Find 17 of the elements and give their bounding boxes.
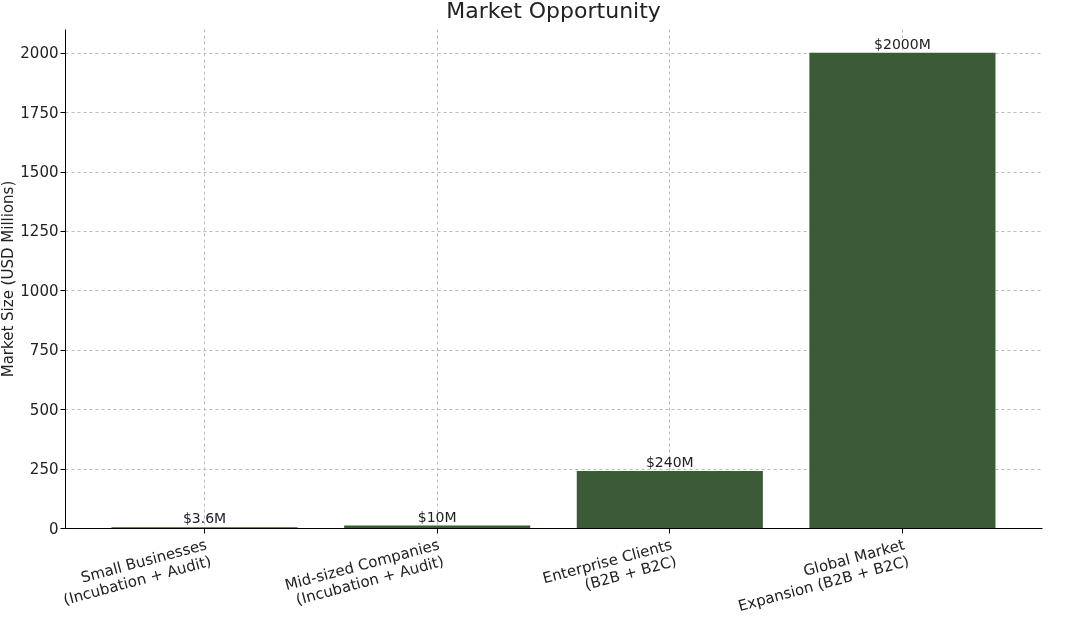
y-axis-title: Market Size (USD Millions) [0,180,18,378]
y-tick-label: 500 [29,400,59,419]
y-tick-label: 1250 [20,222,59,241]
y-tick-label: 250 [29,460,59,479]
y-tick-label: 1000 [20,281,59,300]
y-tick-label: 1750 [20,103,59,122]
y-tick-label: 2000 [20,44,59,63]
data-label: $240M [645,453,694,470]
y-tick-label: 0 [48,519,59,538]
chart-title: Market Opportunity [446,0,661,23]
bar [809,52,996,528]
y-tick-label: 750 [29,341,59,360]
data-label: $10M [417,508,457,525]
y-tick-label: 1500 [20,163,59,182]
data-label: $3.6M [182,510,227,527]
data-label: $2000M [874,35,931,52]
bar [576,470,763,528]
